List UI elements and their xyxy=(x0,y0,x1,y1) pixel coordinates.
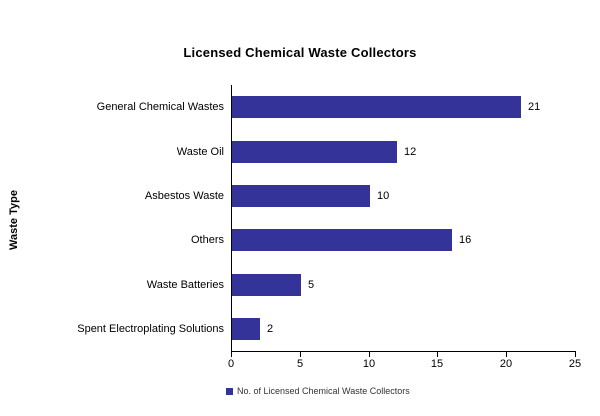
bar-value-label: 2 xyxy=(267,323,274,335)
category-label: General Chemical Wastes xyxy=(96,101,224,113)
bar xyxy=(232,274,301,296)
bar-value-label: 12 xyxy=(404,146,417,158)
bar xyxy=(232,141,397,163)
x-axis-tick xyxy=(369,351,370,357)
bar xyxy=(232,185,370,207)
x-axis-tick xyxy=(300,351,301,357)
plot-area xyxy=(231,85,576,352)
bar-value-label: 21 xyxy=(528,101,541,113)
x-axis-tick-label: 15 xyxy=(430,358,444,370)
chart-title: Licensed Chemical Waste Collectors xyxy=(183,45,417,60)
legend-label: No. of Licensed Chemical Waste Collector… xyxy=(237,386,410,396)
x-axis-tick-label: 0 xyxy=(227,358,235,370)
y-axis-title: Waste Type xyxy=(8,190,20,250)
legend: No. of Licensed Chemical Waste Collector… xyxy=(226,386,410,396)
x-axis-tick-label: 5 xyxy=(296,358,304,370)
x-axis-tick xyxy=(506,351,507,357)
x-axis-tick xyxy=(231,351,232,357)
category-label: Waste Oil xyxy=(176,146,224,158)
bar-value-label: 5 xyxy=(308,279,315,291)
category-label: Spent Electroplating Solutions xyxy=(77,323,224,335)
bar xyxy=(232,229,452,251)
x-axis-tick-label: 10 xyxy=(362,358,376,370)
legend-square-swatch-icon xyxy=(226,387,233,395)
bar xyxy=(232,318,260,340)
x-axis-tick-label: 25 xyxy=(568,358,582,370)
x-axis-tick-label: 20 xyxy=(499,358,513,370)
x-axis-tick xyxy=(575,351,576,357)
category-label: Others xyxy=(190,234,224,246)
x-axis-tick xyxy=(437,351,438,357)
category-label: Asbestos Waste xyxy=(144,190,224,202)
bar xyxy=(232,96,521,118)
category-label: Waste Batteries xyxy=(146,279,224,291)
bar-value-label: 10 xyxy=(377,190,390,202)
bar-value-label: 16 xyxy=(459,234,472,246)
